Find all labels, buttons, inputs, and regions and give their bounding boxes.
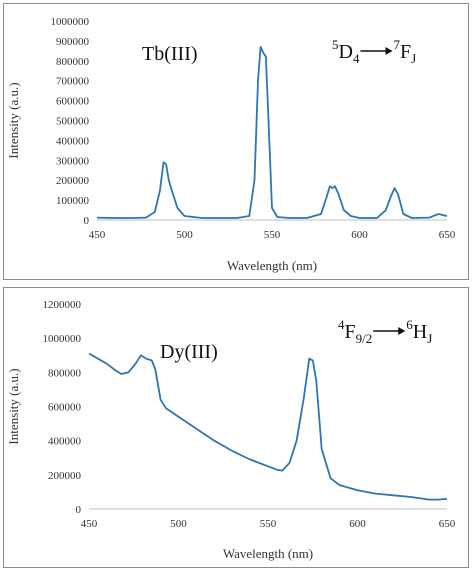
tb-ion-label: Tb(III) — [142, 43, 198, 65]
transition-text: 4 — [338, 317, 345, 332]
y-tick-label: 200000 — [56, 175, 90, 187]
y-tick-label: 900000 — [56, 36, 90, 48]
transition-text: F — [345, 321, 356, 343]
y-tick-label: 700000 — [56, 76, 90, 88]
y-tick-label: 500000 — [56, 116, 90, 128]
x-tick-label: 450 — [81, 518, 98, 530]
dy-chart: 0 200000 400000 600000 800000 1000000 1200000 4… — [6, 299, 456, 561]
dy-ion-label: Dy(III) — [160, 341, 218, 363]
transition-text: J — [411, 51, 416, 66]
tb-transition-label: 5 D 4 7 F J — [332, 37, 416, 66]
x-tick-label: 600 — [351, 229, 368, 241]
x-tick-label: 650 — [439, 229, 456, 241]
x-tick-label: 500 — [176, 229, 193, 241]
y-tick-label: 1000000 — [51, 16, 90, 28]
transition-text: 5 — [332, 37, 339, 52]
y-tick-label: 800000 — [48, 367, 82, 379]
dy-transition-label: 4 F 9/2 6 H J — [338, 317, 432, 346]
arrow-head-icon — [385, 47, 393, 55]
y-tick-label: 0 — [84, 215, 90, 227]
transition-text: D — [339, 41, 353, 63]
y-tick-label: 1200000 — [43, 299, 82, 311]
transition-text: H — [413, 321, 427, 343]
y-tick-label: 1000000 — [43, 333, 82, 345]
x-tick-label: 550 — [264, 229, 281, 241]
x-tick-label: 500 — [170, 518, 187, 530]
transition-text: 4 — [353, 51, 360, 66]
y-axis-title: Intensity (a.u.) — [6, 82, 21, 158]
x-tick-label: 550 — [260, 518, 277, 530]
y-tick-label: 200000 — [48, 470, 82, 482]
y-tick-label: 400000 — [48, 436, 82, 448]
y-tick-label: 0 — [76, 504, 82, 516]
y-tick-label: 100000 — [56, 195, 90, 207]
arrow-head-icon — [398, 327, 406, 335]
x-axis-title: Wavelength (nm) — [223, 546, 313, 561]
x-axis-title: Wavelength (nm) — [227, 258, 317, 273]
x-tick-label: 600 — [349, 518, 366, 530]
x-tick-label: 450 — [89, 229, 106, 241]
y-axis-title: Intensity (a.u.) — [6, 368, 21, 444]
transition-text: 9/2 — [356, 331, 373, 346]
dy-chart-panel: 0 200000 400000 600000 800000 1000000 1200000 4… — [3, 287, 469, 568]
dy-series-line — [88, 352, 448, 501]
tb-series-line — [96, 46, 448, 219]
transition-text: J — [427, 331, 432, 346]
y-tick-label: 600000 — [48, 402, 82, 414]
transition-text: F — [400, 41, 411, 63]
y-tick-label: 400000 — [56, 135, 90, 147]
y-tick-label: 300000 — [56, 155, 90, 167]
y-tick-label: 800000 — [56, 56, 90, 68]
tb-chart: 0 100000 200000 300000 400000 500000 600000 700… — [6, 16, 456, 273]
y-tick-label: 600000 — [56, 96, 90, 108]
transition-text: 7 — [393, 37, 400, 52]
x-tick-label: 650 — [439, 518, 456, 530]
tb-chart-panel: 0 100000 200000 300000 400000 500000 600000 700… — [3, 3, 469, 280]
transition-text: 6 — [406, 317, 413, 332]
